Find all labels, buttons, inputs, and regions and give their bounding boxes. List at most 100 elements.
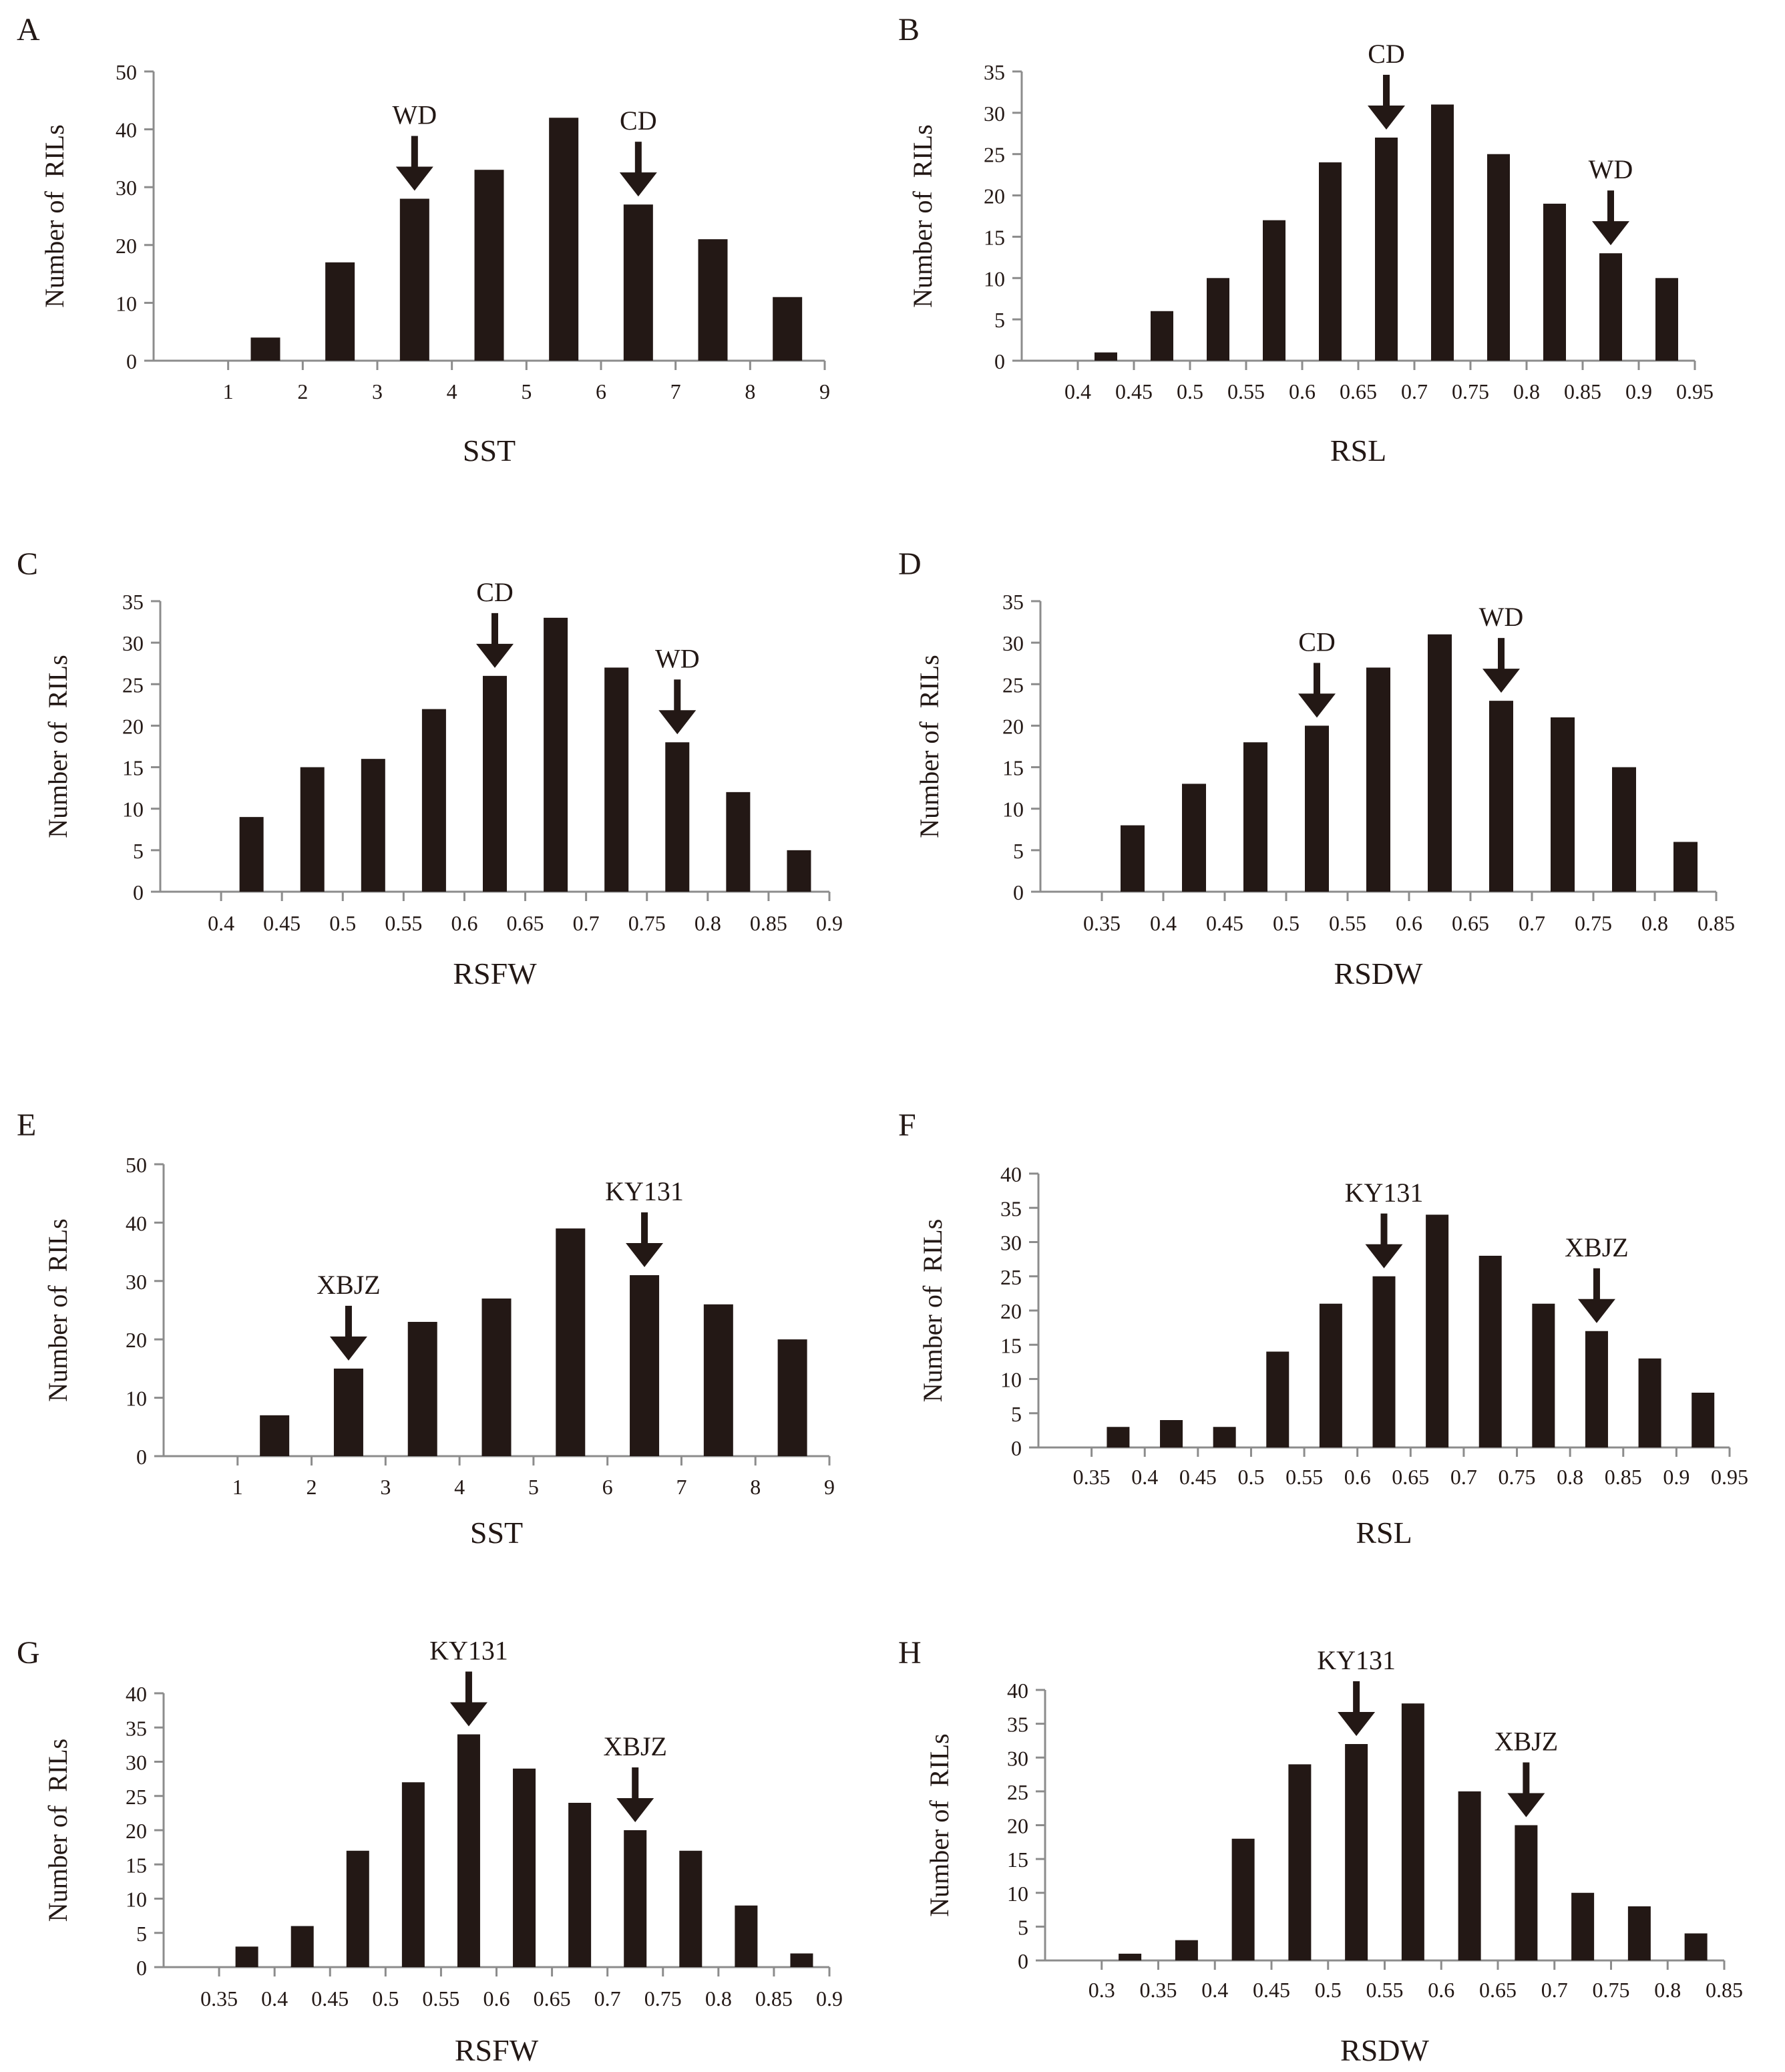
bar [290, 1926, 314, 1967]
x-tick-label: 0.7 [1519, 911, 1545, 935]
bar [777, 1339, 807, 1456]
bar [1627, 1906, 1651, 1960]
bar [1638, 1358, 1661, 1447]
y-tick-label: 5 [1011, 1402, 1022, 1426]
x-tick-label: 0.6 [1289, 379, 1316, 403]
x-tick-label: 0.4 [261, 1987, 288, 2011]
x-tick-label: 0.7 [573, 911, 600, 935]
x-tick-label: 2 [307, 1475, 317, 1499]
x-tick-label: 0.8 [1513, 379, 1540, 403]
x-tick-label: 0.95 [1676, 379, 1714, 403]
y-tick-label: 40 [1000, 1162, 1022, 1186]
y-axis-label: Number of RILs [908, 124, 938, 307]
y-tick-label: 30 [1002, 631, 1024, 655]
annotation-label: CD [476, 577, 514, 607]
y-tick-label: 15 [1000, 1333, 1022, 1357]
x-tick-label: 0.8 [705, 1987, 732, 2011]
bar [1458, 1791, 1481, 1960]
bar [1489, 701, 1513, 892]
x-tick-label: 0.9 [1625, 379, 1652, 403]
y-tick-label: 15 [1002, 756, 1024, 780]
y-tick-label: 20 [116, 234, 137, 258]
bar [604, 667, 629, 892]
bar [260, 1415, 290, 1456]
annotation-label: WD [655, 643, 700, 673]
bar [1532, 1303, 1555, 1447]
y-tick-label: 40 [116, 118, 137, 142]
bar [1612, 767, 1636, 892]
bar [407, 1321, 437, 1456]
x-tick-label: 0.55 [1285, 1465, 1323, 1489]
bar [630, 1275, 660, 1456]
x-tick-label: 0.8 [695, 911, 721, 935]
y-tick-label: 15 [984, 225, 1005, 249]
bar [623, 204, 653, 361]
bar [1345, 1744, 1368, 1960]
bar [1263, 220, 1285, 361]
annotation-label: KY131 [1317, 1645, 1396, 1675]
bar [1207, 278, 1229, 361]
bar [401, 1782, 425, 1967]
y-tick-label: 20 [1007, 1814, 1028, 1838]
x-tick-label: 7 [670, 379, 681, 403]
bar [568, 1803, 592, 1967]
y-tick-label: 10 [1007, 1882, 1028, 1906]
bar [1119, 1953, 1142, 1960]
y-tick-label: 10 [1002, 798, 1024, 822]
bar [1571, 1892, 1595, 1960]
bar [703, 1304, 733, 1456]
x-tick-label: 0.85 [1564, 379, 1601, 403]
annotation-label: KY131 [429, 1636, 508, 1666]
bar [1121, 825, 1145, 892]
chart-panel-e: E 0 10 20 30 40 50 1 2 3 4 5 6 7 8 9 SST Number of RILs XB… [17, 1107, 835, 1550]
y-tick-label: 30 [126, 1751, 147, 1775]
x-tick-label: 0.75 [1499, 1465, 1536, 1489]
x-tick-label: 0.5 [1237, 1465, 1264, 1489]
y-tick-label: 10 [1000, 1368, 1022, 1392]
bar [1551, 717, 1575, 892]
arrow-shaft [1314, 663, 1320, 695]
y-axis-label: Number of RILs [39, 124, 69, 307]
y-tick-label: 40 [1007, 1679, 1028, 1703]
y-tick-label: 20 [1002, 714, 1024, 738]
bar [1431, 104, 1454, 361]
bar [1266, 1351, 1290, 1447]
x-tick-label: 0.45 [1179, 1465, 1217, 1489]
x-tick-label: 0.8 [1641, 911, 1668, 935]
bar [325, 262, 355, 361]
bar [1599, 253, 1622, 361]
y-axis-label: Number of RILs [914, 655, 944, 838]
y-tick-label: 10 [984, 267, 1005, 291]
x-tick-label: 0.7 [1450, 1465, 1477, 1489]
bar [679, 1850, 703, 1967]
x-tick-label: 0.35 [1083, 911, 1121, 935]
panel-label: A [17, 12, 40, 47]
bar [483, 675, 507, 892]
x-tick-label: 0.6 [483, 1987, 510, 2011]
arrow-shaft [1523, 1762, 1530, 1795]
y-tick-label: 20 [1000, 1299, 1022, 1323]
annotation-label: WD [393, 100, 437, 130]
bar [1692, 1393, 1715, 1447]
bar [1319, 1303, 1342, 1447]
panel-label: D [898, 546, 922, 582]
x-tick-label: 0.65 [507, 911, 544, 935]
x-tick-label: 0.65 [1479, 1978, 1517, 2002]
x-tick-label: 0.8 [1557, 1465, 1583, 1489]
bar [1426, 1214, 1449, 1447]
y-axis-label: Number of RILs [43, 1739, 73, 1922]
y-tick-label: 35 [1007, 1713, 1028, 1737]
y-tick-label: 35 [1000, 1196, 1022, 1220]
bar [1401, 1703, 1424, 1960]
y-tick-label: 35 [122, 590, 144, 614]
arrow-down-icon [1507, 1793, 1545, 1818]
chart-panel-b: B 0 5 10 15 20 25 30 35 0.4 0.45 0.5 0.55 0.6 0.65 0.7 0… [898, 12, 1714, 468]
x-axis-label: RSFW [455, 2033, 539, 2067]
annotation-label: CD [620, 106, 657, 136]
x-tick-label: 0.4 [1064, 379, 1091, 403]
x-tick-label: 0.45 [1115, 379, 1153, 403]
arrow-down-icon [1368, 105, 1405, 130]
bar [1543, 203, 1566, 361]
arrow-shaft [1353, 1681, 1360, 1713]
x-tick-label: 3 [380, 1475, 391, 1499]
